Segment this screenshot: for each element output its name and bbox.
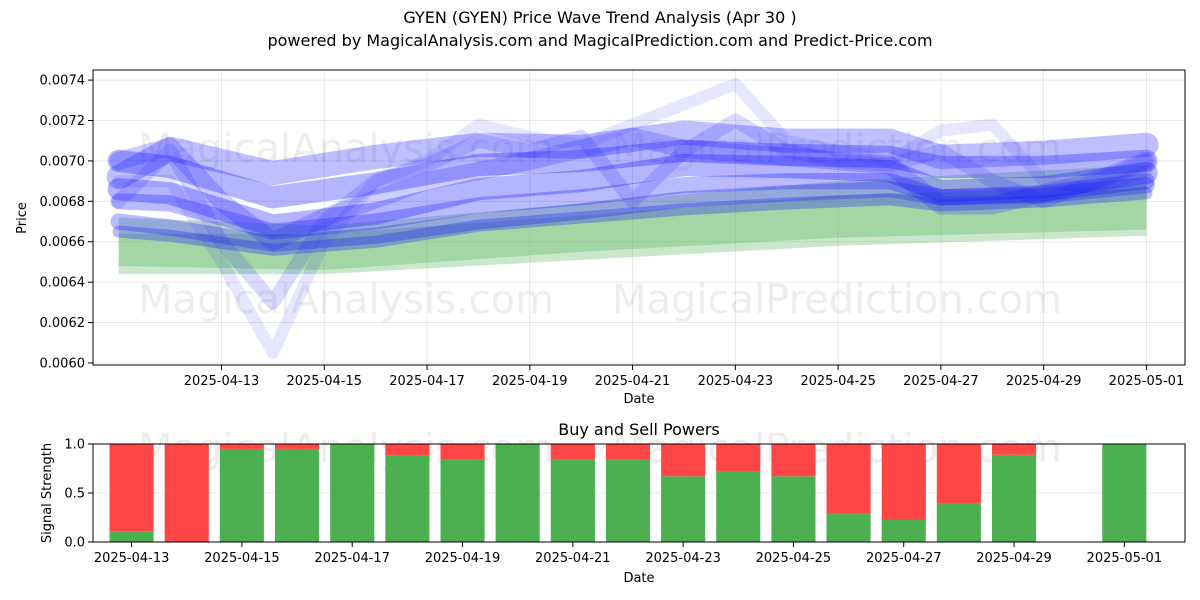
buy-bar [330,444,375,542]
price-y-tick-label: 0.0072 [40,114,86,129]
signal-x-tick-label: 2025-04-17 [314,551,390,566]
sell-bar [385,444,430,456]
watermark-prediction-top: MagicalPrediction.com [612,126,1062,172]
sell-bar [219,444,264,449]
price-x-tick-label: 2025-04-29 [1006,374,1082,389]
buy-bar [385,455,430,542]
signal-x-tick-label: 2025-04-15 [204,551,280,566]
green-band-0 [118,165,1147,275]
signal-x-tick-label: 2025-04-25 [756,551,832,566]
price-grid [93,70,1185,365]
buy-bar [992,454,1037,542]
buy-bar [771,476,816,542]
price-y-tick-label: 0.0066 [40,235,86,250]
price-plot-frame [92,69,1186,366]
buy-bar [661,476,706,542]
buy-bar [109,531,154,542]
buy-bar [605,459,650,542]
blue-band-3 [110,173,1155,240]
signal-x-tick-label: 2025-05-01 [1087,551,1163,566]
sell-bar [275,444,320,449]
price-chart: MagicalAnalysis.com MagicalPrediction.co… [15,69,1186,407]
price-x-tick-label: 2025-04-19 [492,374,568,389]
buy-bar [881,519,926,542]
sell-bar [936,444,981,504]
price-y-tick-label: 0.0060 [40,356,86,371]
blue-band-1 [107,139,1158,209]
signal-x-tick-label: 2025-04-13 [94,551,170,566]
sell-bar [992,444,1037,455]
signal-x-tick-label: 2025-04-19 [425,551,501,566]
price-y-tick-label: 0.0062 [40,316,86,331]
signal-x-tick-label: 2025-04-27 [866,551,942,566]
sell-bar [716,444,761,472]
signal-bars [109,444,1147,542]
buy-bar [275,448,320,542]
price-y-label: Price [15,202,30,234]
sell-bar [440,444,485,460]
signal-x-tick-label: 2025-04-29 [976,551,1052,566]
watermark-analysis-top: MagicalAnalysis.com [138,126,554,172]
price-x-tick-label: 2025-04-13 [184,374,260,389]
buy-bar [550,459,595,542]
signal-x-tick-label: 2025-04-21 [535,551,611,566]
blue-band-6 [109,127,1156,251]
price-y-tick-label: 0.0064 [40,276,86,291]
buy-bar [219,448,264,542]
signal-x-ticks: 2025-04-13 2025-04-15 2025-04-17 2025-04-19… [94,542,1162,566]
price-x-tick-label: 2025-04-17 [389,374,465,389]
signal-y-tick-label: 0.5 [64,487,85,502]
price-x-tick-label: 2025-04-27 [903,374,979,389]
price-x-tick-label: 2025-04-15 [286,374,362,389]
price-x-tick-label: 2025-05-01 [1109,374,1185,389]
blue-band-7 [111,113,1154,310]
chart-title: GYEN (GYEN) Price Wave Trend Analysis (A… [403,8,797,27]
sell-bar [826,444,871,514]
blue-band-4 [110,177,1155,252]
signal-y-ticks: 0.0 0.5 1.0 [64,438,93,551]
watermark-analysis-mid: MagicalAnalysis.com [138,277,554,323]
buy-bar [936,503,981,542]
price-y-ticks: 0.0060 0.0062 0.0064 0.0066 0.0068 0.0070 0.00… [40,74,93,371]
signal-y-tick-label: 0.0 [64,536,85,551]
sell-bar [605,444,650,460]
chart-subtitle: powered by MagicalAnalysis.com and Magic… [267,31,933,50]
sell-bar [771,444,816,477]
price-x-label: Date [623,392,654,407]
price-x-tick-label: 2025-04-25 [800,374,876,389]
buy-bar [826,513,871,542]
signal-chart: MagicalAnalysis.com MagicalPrediction.co… [40,420,1186,586]
green-band-1 [118,185,1147,270]
price-watermarks: MagicalAnalysis.com MagicalPrediction.co… [138,126,1062,323]
buy-bar [440,459,485,542]
signal-y-tick-label: 1.0 [64,438,85,453]
buy-bar [495,444,540,542]
blue-band-2 [107,153,1158,237]
buy-bar [716,471,761,542]
blue-band-0 [106,120,1159,190]
signal-x-tick-label: 2025-04-23 [645,551,721,566]
price-y-tick-label: 0.0070 [40,154,86,169]
sell-bar [164,444,209,542]
price-x-tick-label: 2025-04-21 [595,374,671,389]
signal-y-label: Signal Strength [40,443,55,543]
price-x-ticks: 2025-04-13 2025-04-15 2025-04-17 2025-04-19… [184,365,1185,389]
price-bands [106,78,1159,359]
price-y-tick-label: 0.0074 [40,74,86,89]
sell-bar [109,444,154,532]
price-y-tick-label: 0.0068 [40,195,86,210]
buy-bar [1102,444,1147,542]
sell-bar [661,444,706,477]
signal-x-label: Date [623,571,654,586]
sell-bar [550,444,595,460]
price-x-tick-label: 2025-04-23 [698,374,774,389]
sell-bar [881,444,926,520]
blue-band-5 [112,187,1153,256]
signal-title: Buy and Sell Powers [558,420,720,439]
watermark-prediction-mid: MagicalPrediction.com [612,277,1062,323]
blue-band-8 [112,78,1153,359]
